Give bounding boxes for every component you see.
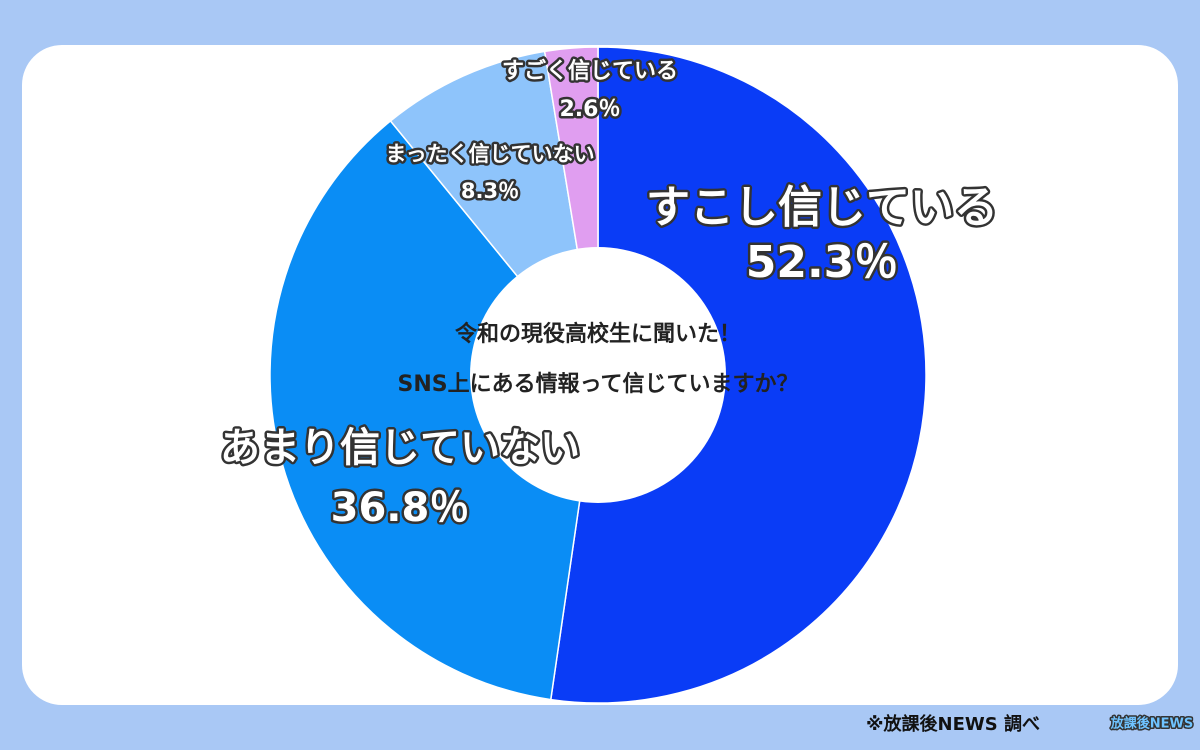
segment-label: あまり信じていない [220, 425, 580, 471]
donut-segment [269, 119, 599, 701]
value-label: 52.3％ [746, 237, 899, 288]
segment-label: まったく信じていない [385, 142, 594, 166]
logo: 放課後NEWS [1110, 716, 1193, 732]
donut-hole [470, 247, 726, 503]
chart-title: 令和の現役高校生に聞いた！ [455, 321, 741, 347]
segment-label: すごく信じている [502, 58, 678, 84]
donut-segment [549, 46, 927, 704]
chart-subtitle: SNS上にある情報って信じていますか？ [397, 371, 798, 397]
segment-label: すこし信じている [646, 182, 998, 233]
source: ※放課後NEWS 調べ [866, 713, 1040, 735]
value-label: 8.3％ [461, 179, 519, 203]
value-label: 36.8％ [331, 485, 470, 531]
value-label: 2.6％ [560, 97, 621, 122]
